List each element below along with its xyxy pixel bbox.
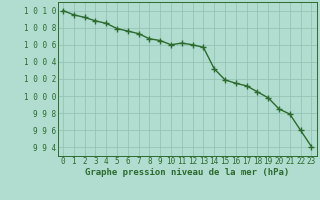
X-axis label: Graphe pression niveau de la mer (hPa): Graphe pression niveau de la mer (hPa) bbox=[85, 168, 289, 177]
